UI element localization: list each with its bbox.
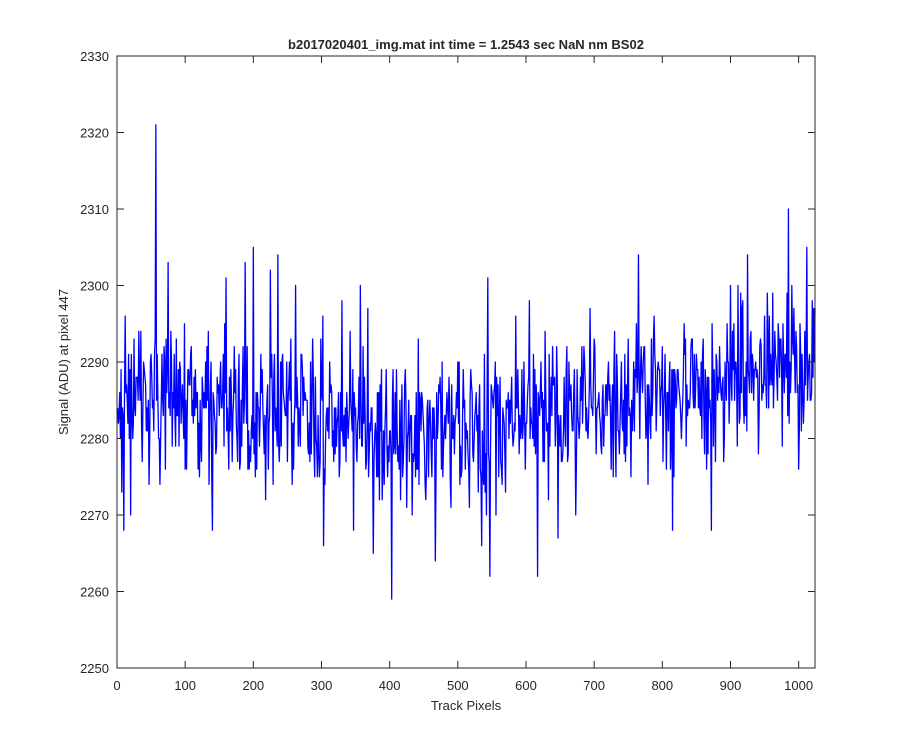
x-tick-label: 1000: [784, 678, 813, 693]
x-tick-label: 100: [174, 678, 196, 693]
y-tick-label: 2280: [80, 432, 109, 447]
y-tick-label: 2250: [80, 661, 109, 676]
y-tick-label: 2270: [80, 508, 109, 523]
y-tick-label: 2320: [80, 126, 109, 141]
y-tick-label: 2330: [80, 49, 109, 64]
plot-area: [117, 124, 816, 600]
x-tick-label: 600: [515, 678, 537, 693]
x-tick-label: 300: [311, 678, 333, 693]
y-tick-label: 2290: [80, 355, 109, 370]
y-tick-label: 2260: [80, 585, 109, 600]
chart-title: b2017020401_img.mat int time = 1.2543 se…: [288, 37, 644, 52]
y-tick-label: 2300: [80, 279, 109, 294]
y-axis-title: Signal (ADU) at pixel 447: [56, 289, 71, 435]
x-tick-label: 800: [651, 678, 673, 693]
x-tick-label: 900: [720, 678, 742, 693]
plot-background: [117, 56, 815, 668]
x-tick-label: 200: [242, 678, 264, 693]
y-tick-label: 2310: [80, 202, 109, 217]
x-tick-label: 0: [113, 678, 120, 693]
x-tick-label: 500: [447, 678, 469, 693]
y-axis: 2250 2260 2270 2280 2290 2300 2310 2320 2330: [80, 49, 815, 676]
series-line: [117, 124, 816, 600]
x-tick-label: 400: [379, 678, 401, 693]
x-axis: 0 100 200 300 400 500 600 700 800 900 1000: [113, 56, 813, 693]
x-tick-label: 700: [583, 678, 605, 693]
x-axis-title: Track Pixels: [431, 698, 502, 713]
